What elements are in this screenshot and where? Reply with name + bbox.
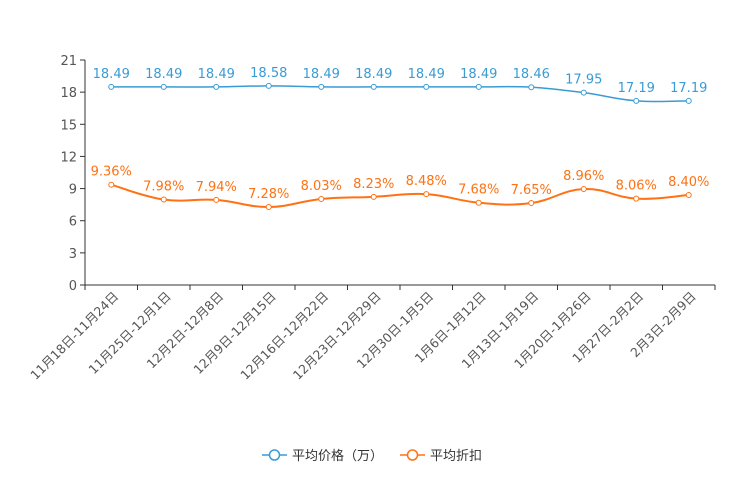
data-label: 7.68% (458, 183, 499, 198)
series-line-price (111, 85, 689, 103)
data-point (213, 83, 220, 90)
y-tick-label: 3 (69, 247, 77, 262)
data-point (580, 186, 587, 192)
data-point (685, 97, 692, 104)
data-point (633, 195, 640, 202)
data-label: 8.03% (301, 179, 342, 194)
data-point (265, 204, 272, 210)
data-point (370, 193, 377, 200)
data-label: 7.65% (511, 183, 552, 198)
data-label: 18.46 (513, 67, 550, 82)
data-label: 8.40% (668, 175, 709, 190)
data-point (160, 83, 167, 90)
data-label: 18.49 (145, 67, 182, 82)
data-label: 18.49 (198, 67, 235, 82)
data-point (213, 196, 220, 203)
data-label: 7.94% (196, 180, 237, 195)
y-tick-label: 9 (69, 183, 77, 198)
y-tick-label: 21 (60, 54, 77, 69)
data-point (370, 83, 377, 90)
data-point (528, 84, 535, 91)
data-point (108, 181, 115, 188)
data-point (108, 83, 115, 90)
x-tick-label: 12月16日-12月22日 (237, 289, 331, 383)
data-label: 8.06% (616, 179, 657, 194)
data-label: 18.58 (250, 66, 287, 81)
data-point (475, 199, 482, 206)
data-point (423, 83, 430, 90)
series-line-discount (110, 183, 689, 209)
data-label: 7.98% (143, 180, 184, 195)
data-label: 9.36% (91, 165, 132, 180)
legend-label: 平均折扣 (430, 449, 482, 464)
data-point (475, 83, 482, 90)
y-tick-label: 6 (69, 215, 77, 230)
legend-label: 平均价格（万） (292, 448, 383, 464)
data-label: 17.19 (618, 81, 655, 96)
data-label: 18.49 (460, 67, 497, 82)
data-point (423, 191, 430, 198)
legend-marker (268, 449, 281, 461)
data-label: 7.28% (248, 187, 289, 202)
legend-marker (406, 449, 419, 461)
y-tick-label: 18 (60, 86, 77, 101)
data-label: 8.96% (563, 169, 604, 184)
data-label: 17.19 (670, 81, 707, 96)
data-label: 18.49 (355, 67, 392, 82)
y-tick-label: 12 (60, 150, 77, 165)
data-point (318, 195, 325, 202)
x-tick-label: 11月18日-11月24日 (27, 289, 121, 383)
data-point (318, 83, 325, 90)
data-label: 18.49 (408, 67, 445, 82)
data-label: 8.48% (406, 174, 447, 189)
y-tick-label: 0 (69, 279, 77, 294)
data-point (265, 82, 272, 89)
data-label: 18.49 (93, 67, 130, 82)
data-label: 18.49 (303, 67, 340, 82)
x-tick-label: 12月23日-12月29日 (290, 289, 384, 383)
data-point (685, 192, 692, 198)
data-label: 8.23% (353, 177, 394, 192)
data-point (160, 196, 167, 203)
data-point (633, 97, 640, 104)
y-tick-label: 15 (60, 118, 77, 133)
data-label: 17.95 (565, 73, 602, 88)
data-point (580, 89, 587, 96)
data-point (528, 200, 535, 207)
